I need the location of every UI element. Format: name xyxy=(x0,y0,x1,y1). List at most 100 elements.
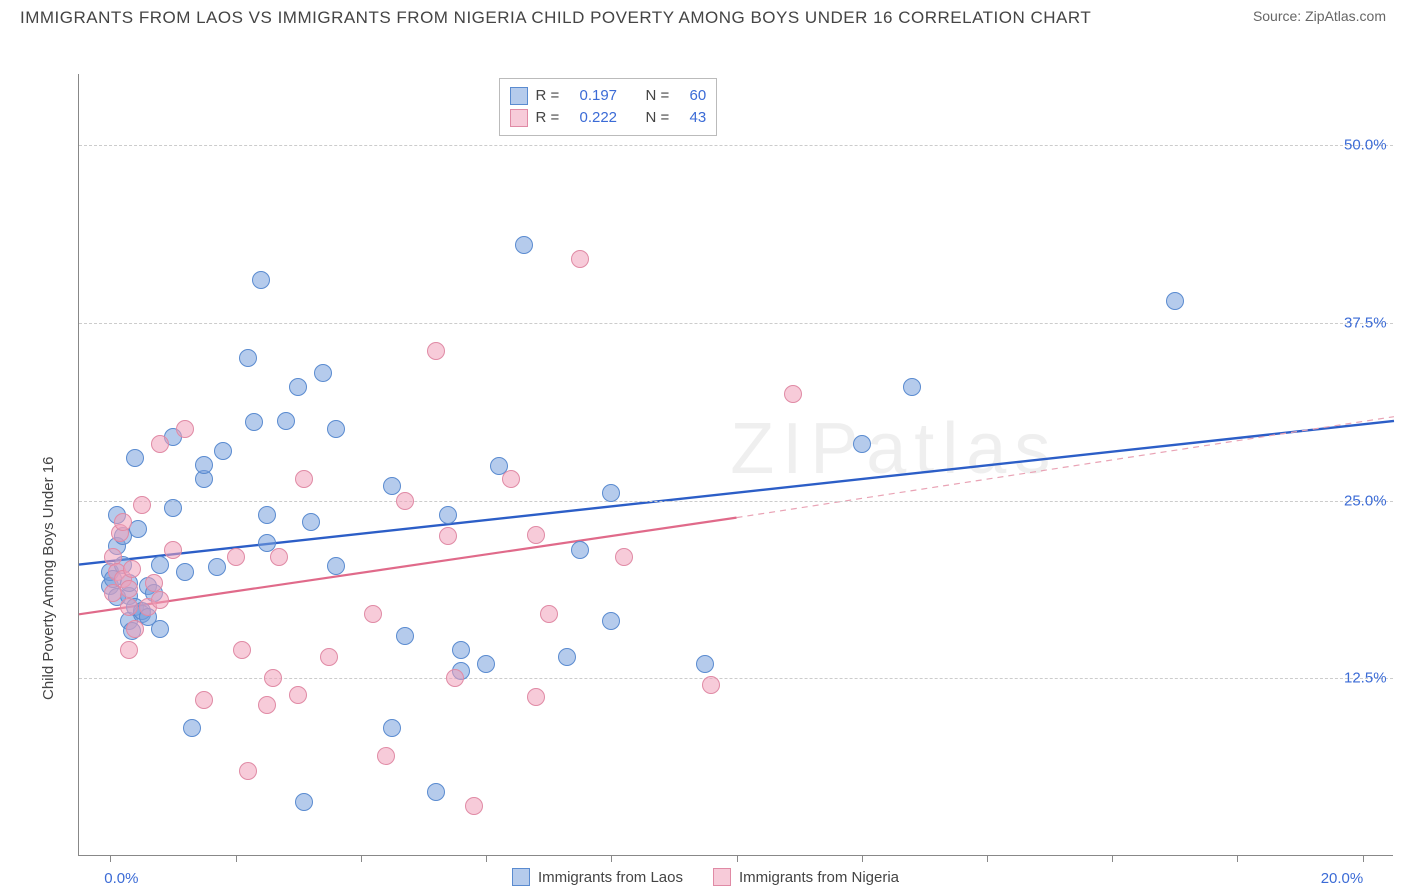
scatter-point-laos xyxy=(239,349,257,367)
x-tick-mark xyxy=(361,856,362,862)
scatter-point-laos xyxy=(602,612,620,630)
x-tick-mark xyxy=(486,856,487,862)
x-tick-mark xyxy=(737,856,738,862)
scatter-point-nigeria xyxy=(446,669,464,687)
scatter-point-laos xyxy=(183,719,201,737)
scatter-point-laos xyxy=(295,793,313,811)
scatter-point-nigeria xyxy=(258,696,276,714)
scatter-point-laos xyxy=(452,641,470,659)
scatter-point-laos xyxy=(396,627,414,645)
scatter-point-laos xyxy=(245,413,263,431)
scatter-point-nigeria xyxy=(540,605,558,623)
scatter-point-nigeria xyxy=(239,762,257,780)
scatter-point-laos xyxy=(427,783,445,801)
scatter-point-laos xyxy=(439,506,457,524)
x-tick-mark xyxy=(236,856,237,862)
scatter-point-laos xyxy=(1166,292,1184,310)
scatter-point-laos xyxy=(853,435,871,453)
scatter-point-nigeria xyxy=(145,574,163,592)
stats-row-nigeria: R = 0.222 N = 43 xyxy=(510,107,707,129)
swatch-nigeria xyxy=(713,868,731,886)
gridline xyxy=(79,145,1393,146)
scatter-point-nigeria xyxy=(320,648,338,666)
scatter-point-laos xyxy=(151,556,169,574)
scatter-point-laos xyxy=(477,655,495,673)
scatter-point-laos xyxy=(126,449,144,467)
x-tick-mark xyxy=(1363,856,1364,862)
x-tick-mark xyxy=(1237,856,1238,862)
scatter-point-nigeria xyxy=(295,470,313,488)
scatter-point-laos xyxy=(696,655,714,673)
scatter-point-laos xyxy=(327,557,345,575)
scatter-point-laos xyxy=(289,378,307,396)
n-label: N = xyxy=(646,85,670,107)
scatter-point-nigeria xyxy=(571,250,589,268)
scatter-point-nigeria xyxy=(527,526,545,544)
scatter-point-nigeria xyxy=(527,688,545,706)
r-value: 0.222 xyxy=(579,107,617,129)
x-tick-mark xyxy=(1112,856,1113,862)
scatter-point-nigeria xyxy=(176,420,194,438)
legend-bottom: Immigrants from Laos Immigrants from Nige… xyxy=(512,868,899,886)
scatter-point-nigeria xyxy=(233,641,251,659)
trendline-extrapolation-nigeria xyxy=(737,417,1395,518)
scatter-point-laos xyxy=(195,456,213,474)
scatter-point-nigeria xyxy=(439,527,457,545)
r-label: R = xyxy=(536,107,560,129)
scatter-point-laos xyxy=(176,563,194,581)
scatter-point-nigeria xyxy=(126,620,144,638)
r-value: 0.197 xyxy=(579,85,617,107)
n-value: 60 xyxy=(689,85,706,107)
scatter-point-laos xyxy=(383,719,401,737)
scatter-point-laos xyxy=(151,620,169,638)
x-tick-mark xyxy=(862,856,863,862)
scatter-point-laos xyxy=(558,648,576,666)
y-tick-label: 25.0% xyxy=(1344,492,1387,509)
stats-legend: R = 0.197 N = 60R = 0.222 N = 43 xyxy=(499,78,718,136)
scatter-point-laos xyxy=(129,520,147,538)
x-tick-label: 20.0% xyxy=(1321,870,1364,887)
scatter-point-laos xyxy=(258,506,276,524)
scatter-point-nigeria xyxy=(264,669,282,687)
scatter-point-nigeria xyxy=(114,513,132,531)
scatter-point-nigeria xyxy=(377,747,395,765)
scatter-point-nigeria xyxy=(133,496,151,514)
scatter-point-nigeria xyxy=(784,385,802,403)
scatter-point-nigeria xyxy=(427,342,445,360)
scatter-point-nigeria xyxy=(123,560,141,578)
scatter-point-laos xyxy=(903,378,921,396)
source-attribution: Source: ZipAtlas.com xyxy=(1253,8,1386,24)
source-name: ZipAtlas.com xyxy=(1305,8,1386,24)
scatter-point-laos xyxy=(515,236,533,254)
legend-item-nigeria: Immigrants from Nigeria xyxy=(713,868,899,886)
legend-item-laos: Immigrants from Laos xyxy=(512,868,683,886)
x-tick-mark xyxy=(110,856,111,862)
scatter-point-laos xyxy=(252,271,270,289)
scatter-point-laos xyxy=(302,513,320,531)
scatter-point-laos xyxy=(314,364,332,382)
scatter-point-nigeria xyxy=(151,435,169,453)
swatch-laos xyxy=(510,87,528,105)
chart-title: IMMIGRANTS FROM LAOS VS IMMIGRANTS FROM … xyxy=(20,8,1091,28)
scatter-point-nigeria xyxy=(270,548,288,566)
plot-area: ZIPatlas 12.5%25.0%37.5%50.0%0.0%20.0%R … xyxy=(78,74,1393,856)
scatter-point-laos xyxy=(164,499,182,517)
x-tick-mark xyxy=(611,856,612,862)
gridline xyxy=(79,323,1393,324)
scatter-point-nigeria xyxy=(289,686,307,704)
scatter-point-laos xyxy=(214,442,232,460)
legend-label: Immigrants from Nigeria xyxy=(739,869,899,886)
scatter-point-nigeria xyxy=(195,691,213,709)
n-value: 43 xyxy=(689,107,706,129)
source-label: Source: xyxy=(1253,8,1305,24)
scatter-point-nigeria xyxy=(151,591,169,609)
watermark: ZIPatlas xyxy=(730,408,1058,490)
trend-lines-layer xyxy=(79,74,1394,856)
y-tick-label: 12.5% xyxy=(1344,670,1387,687)
scatter-point-nigeria xyxy=(502,470,520,488)
chart-header: IMMIGRANTS FROM LAOS VS IMMIGRANTS FROM … xyxy=(0,0,1406,32)
scatter-point-laos xyxy=(602,484,620,502)
scatter-point-nigeria xyxy=(164,541,182,559)
scatter-point-nigeria xyxy=(120,598,138,616)
trendline-laos xyxy=(79,421,1394,565)
